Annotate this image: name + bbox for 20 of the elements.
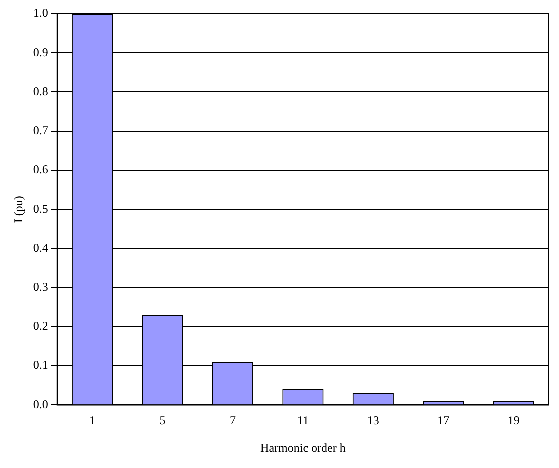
y-tick-label: 0.8 (33, 84, 48, 98)
y-tick-label: 0.0 (33, 397, 48, 412)
y-tick-label: 0.2 (33, 319, 48, 334)
x-axis-title: Harmonic order h (260, 440, 346, 455)
y-tick-label: 0.4 (33, 240, 48, 255)
x-tick-label: 1 (90, 414, 96, 428)
x-tick-label: 19 (508, 414, 520, 428)
y-tick-label: 0.1 (33, 358, 48, 372)
x-tick-label: 17 (438, 414, 450, 428)
y-tick-label: 1.0 (33, 6, 48, 20)
y-axis-title: I (pu) (11, 196, 26, 224)
y-tick-label: 0.5 (33, 202, 48, 216)
x-tick-label: 13 (367, 414, 380, 428)
x-tick-label: 7 (230, 414, 236, 428)
y-tick-label: 0.3 (33, 280, 48, 294)
y-tick-label: 0.7 (33, 124, 48, 138)
y-tick-label: 0.6 (33, 162, 48, 177)
x-tick-label: 5 (160, 414, 166, 428)
y-tick-label: 0.9 (33, 45, 48, 60)
x-tick-label: 11 (297, 414, 309, 428)
